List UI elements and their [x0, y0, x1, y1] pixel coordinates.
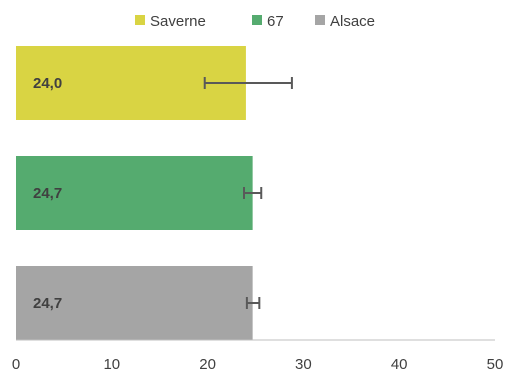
x-tick-label-5: 50: [487, 356, 504, 373]
legend-swatch-1: [252, 15, 262, 25]
legend-label-1: 67: [267, 13, 284, 30]
legend-swatch-2: [315, 15, 325, 25]
legend-swatch-0: [135, 15, 145, 25]
legend: Saverne 67 Alsace: [135, 13, 375, 30]
legend-label-2: Alsace: [330, 13, 375, 30]
bar-value-label-1: 24,7: [33, 185, 62, 202]
x-tick-label-0: 0: [12, 356, 20, 373]
error-bar-0: [203, 77, 293, 89]
x-tick-label-1: 10: [103, 356, 120, 373]
legend-label-0: Saverne: [150, 13, 206, 30]
error-bar-1: [243, 187, 263, 199]
x-tick-label-3: 30: [295, 356, 312, 373]
error-bar-2: [245, 297, 261, 309]
bar-value-label-0: 24,0: [33, 75, 62, 92]
x-tick-label-4: 40: [391, 356, 408, 373]
x-tick-label-2: 20: [199, 356, 216, 373]
x-axis-ticks: 0 10 20 30 40 50: [12, 356, 504, 373]
bars: 24,0 24,7 24,7: [16, 46, 293, 340]
bar-2: [16, 266, 253, 340]
bar-value-label-2: 24,7: [33, 295, 62, 312]
bar-1: [16, 156, 253, 230]
